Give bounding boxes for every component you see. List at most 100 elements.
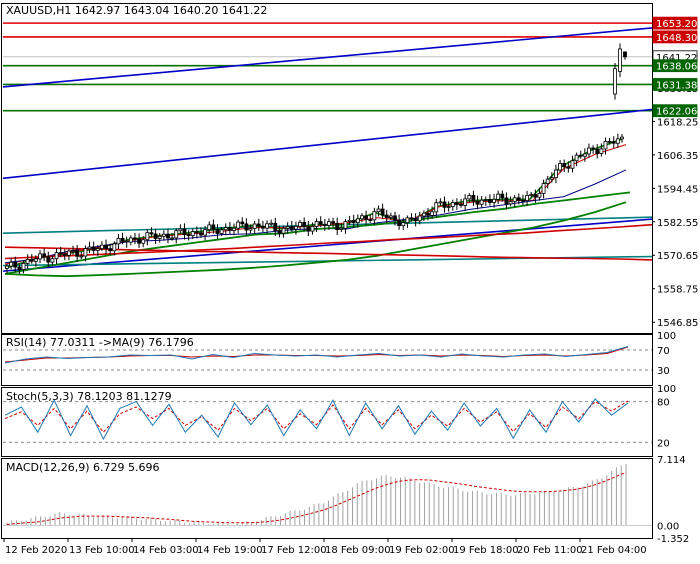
price-indicators [4, 138, 653, 278]
macd-bars [3, 464, 652, 526]
level-label: 1638.06 [656, 62, 697, 73]
candle-body [393, 215, 397, 221]
candle-body [512, 197, 517, 202]
candle-body [240, 221, 245, 225]
candle-body [380, 208, 385, 216]
level-label-box [652, 16, 698, 30]
candle-body [471, 195, 476, 202]
macd-axis: 7.114 0.00 -1.352 [657, 455, 689, 545]
candle-body [178, 228, 183, 232]
panel-frame-0 [1, 3, 653, 334]
candle-body [450, 202, 455, 207]
rsi-panel: RSI(14) 77.0311 ->MA(9) 76.1796 100 70 30 [3, 331, 676, 377]
rsi-tick-label: 70 [657, 346, 670, 357]
candle-body [562, 162, 567, 168]
candle-body [615, 138, 620, 144]
panel-frames [1, 3, 653, 539]
candle-body [215, 229, 220, 234]
candle-body [170, 237, 175, 240]
stochastic-signal-line [4, 400, 629, 433]
stochastic-main-line [4, 398, 629, 441]
time-tick-label: 21 Feb 04:00 [581, 545, 647, 556]
price-tick-label: 1594.45 [657, 184, 698, 195]
candle-body [570, 160, 575, 169]
candle-body [128, 237, 133, 243]
candle-body [599, 148, 604, 154]
price-tick-label: 1546.85 [657, 318, 698, 329]
candle-body [613, 68, 617, 95]
stochastic-tick-label: 20 [657, 438, 670, 449]
level-label: 1622.06 [656, 107, 697, 118]
candle-body [29, 259, 34, 262]
candle-body [516, 197, 521, 201]
candle-body [566, 166, 571, 169]
level-label-box [652, 78, 698, 91]
candle-body [21, 262, 26, 270]
panel-frame-2 [1, 387, 653, 457]
candle-body [405, 217, 410, 224]
candle-body [467, 195, 472, 200]
price-levels [2, 22, 653, 272]
candle-body [549, 177, 554, 180]
candle-body [190, 231, 195, 236]
candle-body [331, 221, 335, 224]
price-tick-label: 1558.75 [657, 285, 698, 296]
candle-body [13, 261, 18, 268]
price-candles [5, 43, 627, 275]
candle-body [227, 227, 232, 231]
candle-body [351, 220, 356, 223]
candle-body [46, 256, 51, 263]
candle-body [298, 221, 302, 227]
candle-body [87, 246, 92, 250]
macd-title: MACD(12,26,9) 6.729 5.696 [6, 461, 160, 474]
candle-body [166, 233, 170, 239]
time-tick-label: 14 Feb 19:00 [197, 545, 263, 556]
candle-body [79, 255, 84, 258]
candle-body [33, 258, 38, 262]
candle-body [508, 201, 513, 205]
candle-body [574, 154, 579, 162]
candle-body [219, 229, 224, 234]
candle-body [157, 235, 162, 239]
candle-body [42, 253, 47, 258]
candle-body [595, 148, 600, 154]
candle-body [306, 226, 311, 232]
stochastic-lines [3, 398, 652, 443]
price-tick-label: 1618.25 [657, 117, 698, 128]
macd-tick-label: -1.352 [657, 534, 689, 545]
candle-body [587, 147, 591, 155]
candle-body [401, 222, 406, 227]
candle-body [203, 229, 208, 236]
panel-frame-3 [1, 458, 653, 539]
candle-body [256, 223, 261, 227]
rsi-tick-label: 30 [657, 366, 670, 377]
candle-body [112, 243, 117, 252]
time-tick-label: 12 Feb 2020 [5, 545, 67, 556]
candle-body [269, 222, 274, 225]
candle-body [397, 219, 402, 227]
candle-body [38, 253, 42, 260]
candle-body [277, 230, 282, 234]
candle-body [236, 221, 241, 229]
stochastic-panel: Stoch(5,3,3) 78.1203 81.1279 100 80 20 [3, 384, 676, 449]
candle-body [124, 240, 129, 243]
candle-body [133, 237, 137, 240]
macd-panel: MACD(12,26,9) 6.729 5.696 7.114 0.00 -1.35… [3, 455, 689, 545]
candle-body [355, 218, 360, 223]
candle-body [273, 222, 278, 231]
candle-body [149, 232, 154, 235]
rsi-axis: 100 70 30 [657, 331, 676, 377]
candle-body [417, 215, 422, 222]
candle-body [58, 252, 63, 255]
candle-body [145, 232, 150, 241]
candle-body [591, 147, 596, 150]
candle-body [582, 153, 587, 157]
candle-body [488, 199, 492, 203]
candle-body [413, 218, 418, 222]
candle-body [5, 265, 9, 269]
price-title: XAUUSD,H1 1642.97 1643.04 1640.20 1641.2… [6, 4, 267, 17]
macd-signal-line [6, 471, 627, 525]
candle-body [492, 198, 496, 203]
